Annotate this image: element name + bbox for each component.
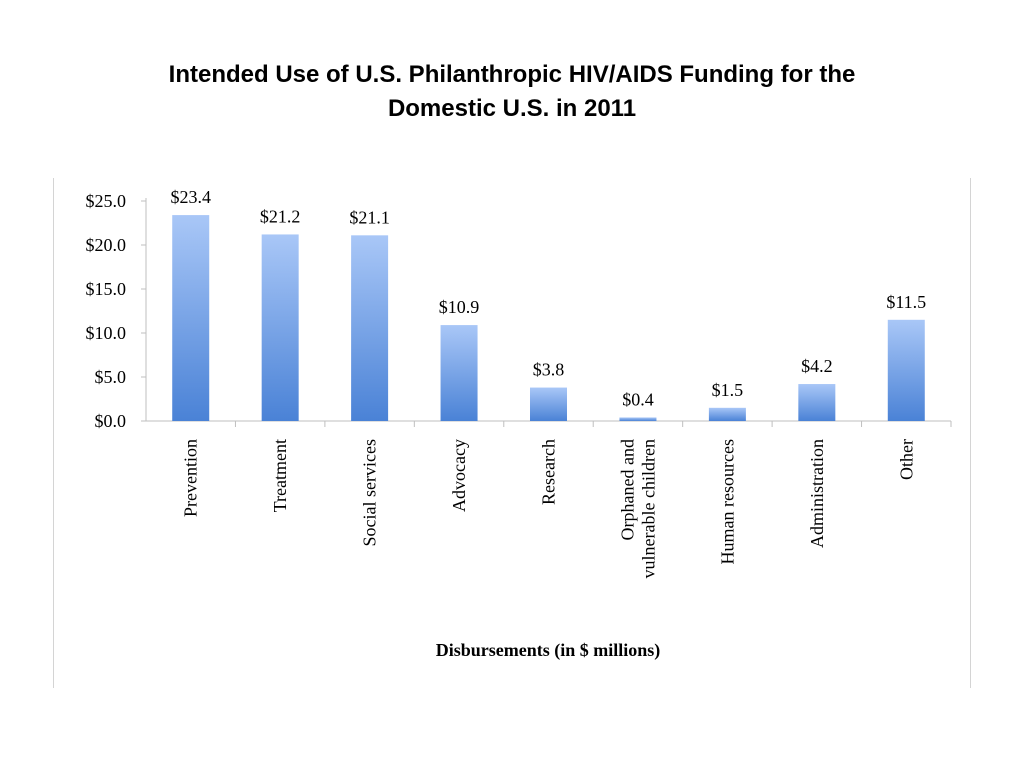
bar [708,407,746,421]
y-tick-label: $20.0 [86,235,127,255]
data-label: $11.5 [886,292,926,312]
data-label: $4.2 [801,356,833,376]
x-tick-label: Treatment [270,439,290,512]
x-tick-label: Social services [360,439,380,546]
bar [261,234,299,421]
bar [172,215,210,421]
title-line-2: Domestic U.S. in 2011 [387,95,637,122]
y-tick-label: $10.0 [86,323,127,343]
x-tick-label: Human resources [717,439,737,564]
data-label: $10.9 [439,297,480,317]
bar [530,387,567,421]
data-label: $23.4 [170,187,211,207]
data-label: $21.2 [260,206,301,226]
bar [619,417,657,421]
y-axis-ticks: $0.0 $5.0 $10.0 $15.0 $20.0 $25.0 [86,191,146,431]
x-tick-label: Administration [807,439,827,548]
data-label: $21.1 [349,207,390,227]
page-title: Intended Use of U.S. Philanthropic HIV/A… [62,58,962,126]
y-tick-label: $15.0 [86,279,127,299]
chart-frame-right-border [970,178,971,688]
x-tick-label: Orphaned and [617,439,637,540]
y-tick-label: $0.0 [95,411,127,431]
x-tick-label: Prevention [181,439,201,517]
data-label: $3.8 [533,360,565,380]
bar [887,319,925,421]
x-tick-label: Advocacy [449,439,469,512]
bar [798,384,836,421]
x-tick-label: Other [896,439,916,480]
title-line-1: Intended Use of U.S. Philanthropic HIV/A… [168,61,856,88]
y-tick-label: $5.0 [95,367,127,387]
bar [351,235,389,421]
bars-group: $23.4 $21.2 $21.1 $10.9 $3.8 $0.4 $1.5 $4.2 $11.… [170,187,926,421]
chart-frame-left-border [53,178,54,688]
x-tick-label: Research [539,439,559,505]
x-axis-title: Disbursements (in $ millions) [436,640,661,661]
y-tick-label: $25.0 [86,191,127,211]
data-label: $0.4 [622,389,654,409]
bar [440,325,478,421]
x-tick-label: vulnerable children [638,439,658,578]
data-label: $1.5 [712,380,744,400]
x-axis-category-labels: Prevention Treatment Social services Advoca… [181,421,952,578]
